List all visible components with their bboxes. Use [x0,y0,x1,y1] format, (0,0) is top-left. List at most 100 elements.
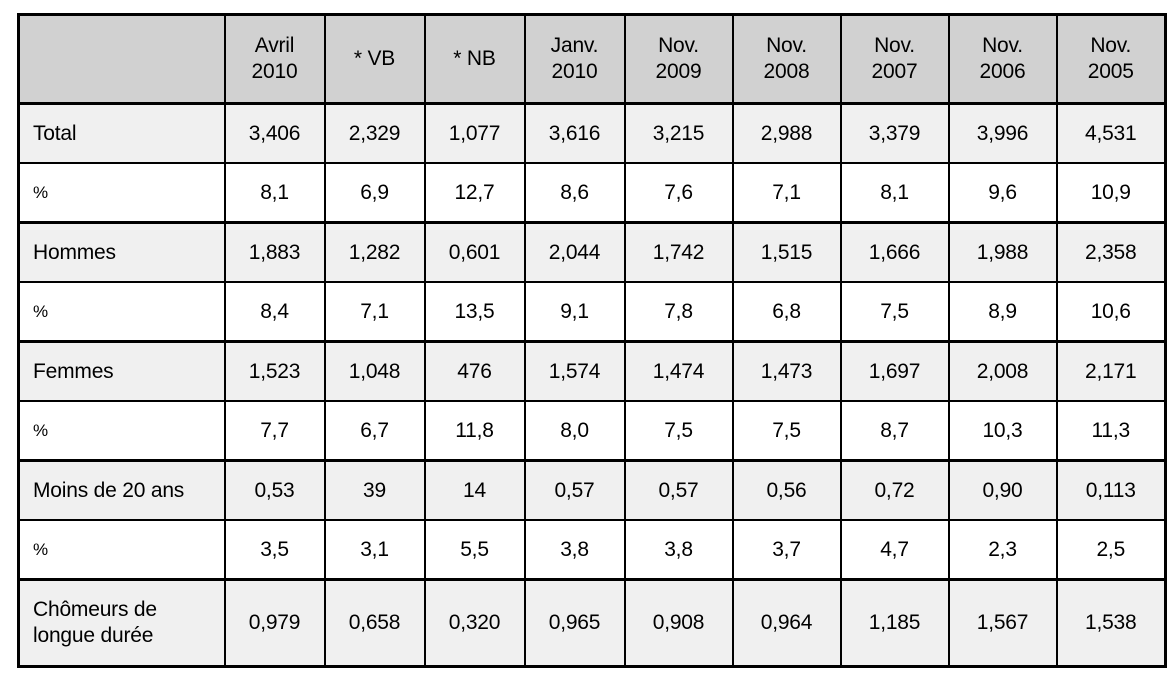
row-label-cell: Chômeurs de longue durée [17,578,226,668]
column-header-cell: Nov. 2006 [947,13,1058,105]
data-cell: 0,57 [523,459,626,521]
column-header-cell: Nov. 2005 [1055,13,1167,105]
column-header-cell: Avril 2010 [223,13,326,105]
data-cell: 3,5 [223,519,326,581]
data-cell: 12,7 [423,162,526,224]
data-cell: 3,996 [947,102,1058,164]
data-cell: 0,601 [423,221,526,283]
table-row: Hommes 1,883 1,282 0,601 2,044 1,742 1,515 1,66… [17,221,1167,283]
data-cell: 2,358 [1055,221,1167,283]
header-row: Avril 2010 * VB * NB Janv. 2010 Nov. 2009 Nov… [17,13,1167,105]
row-label-cell: % [17,281,226,343]
data-cell: 2,3 [947,519,1058,581]
data-cell: 8,0 [523,400,626,462]
column-header-cell: * VB [323,13,426,105]
data-cell: 0,53 [223,459,326,521]
data-cell: 10,9 [1055,162,1167,224]
data-cell: 6,9 [323,162,426,224]
table-row: Femmes 1,523 1,048 476 1,574 1,474 1,473 1,697 2… [17,340,1167,402]
data-cell: 3,8 [523,519,626,581]
data-cell: 3,616 [523,102,626,164]
data-cell: 1,077 [423,102,526,164]
data-cell: 1,185 [839,578,950,668]
data-cell: 2,329 [323,102,426,164]
row-label-cell: % [17,162,226,224]
data-cell: 1,048 [323,340,426,402]
data-cell: 1,574 [523,340,626,402]
data-cell: 7,8 [623,281,734,343]
data-cell: 3,7 [731,519,842,581]
data-cell: 0,908 [623,578,734,668]
data-cell: 1,282 [323,221,426,283]
table-row: Total 3,406 2,329 1,077 3,616 3,215 2,988 3,379… [17,102,1167,164]
data-cell: 1,666 [839,221,950,283]
data-cell: 7,7 [223,400,326,462]
data-cell: 0,965 [523,578,626,668]
row-label-cell: Femmes [17,340,226,402]
data-cell: 3,1 [323,519,426,581]
data-cell: 1,473 [731,340,842,402]
column-header-cell: Nov. 2009 [623,13,734,105]
data-cell: 0,979 [223,578,326,668]
corner-cell [17,13,226,105]
table-row: % 7,7 6,7 11,8 8,0 7,5 7,5 8,7 10,3 11,3 [17,400,1167,462]
data-cell: 2,044 [523,221,626,283]
data-cell: 4,531 [1055,102,1167,164]
data-cell: 11,3 [1055,400,1167,462]
table-row: % 8,4 7,1 13,5 9,1 7,8 6,8 7,5 8,9 10,6 [17,281,1167,343]
table-row: Moins de 20 ans 0,53 39 14 0,57 0,57 0,56 0,72 0… [17,459,1167,521]
column-header-cell: * NB [423,13,526,105]
data-cell: 8,1 [839,162,950,224]
data-cell: 11,8 [423,400,526,462]
data-cell: 8,9 [947,281,1058,343]
data-cell: 0,90 [947,459,1058,521]
data-cell: 9,6 [947,162,1058,224]
row-label-cell: Moins de 20 ans [17,459,226,521]
data-cell: 7,1 [731,162,842,224]
column-header-cell: Nov. 2007 [839,13,950,105]
table-row: Chômeurs de longue durée 0,979 0,658 0,320 0… [17,578,1167,668]
data-cell: 39 [323,459,426,521]
data-cell: 476 [423,340,526,402]
row-label-cell: % [17,400,226,462]
data-cell: 10,3 [947,400,1058,462]
data-cell: 1,523 [223,340,326,402]
data-cell: 8,7 [839,400,950,462]
data-cell: 7,5 [623,400,734,462]
data-cell: 2,171 [1055,340,1167,402]
data-cell: 7,5 [839,281,950,343]
data-cell: 6,8 [731,281,842,343]
data-cell: 6,7 [323,400,426,462]
data-cell: 7,6 [623,162,734,224]
data-cell: 8,1 [223,162,326,224]
data-cell: 2,988 [731,102,842,164]
data-cell: 0,56 [731,459,842,521]
data-cell: 9,1 [523,281,626,343]
data-cell: 1,538 [1055,578,1167,668]
data-cell: 3,406 [223,102,326,164]
data-cell: 1,883 [223,221,326,283]
table-body: Total 3,406 2,329 1,077 3,616 3,215 2,988 3,379… [17,102,1167,668]
data-cell: 2,008 [947,340,1058,402]
data-cell: 5,5 [423,519,526,581]
column-header-cell: Nov. 2008 [731,13,842,105]
data-cell: 13,5 [423,281,526,343]
data-cell: 3,215 [623,102,734,164]
table-row: % 3,5 3,1 5,5 3,8 3,8 3,7 4,7 2,3 2,5 [17,519,1167,581]
data-cell: 0,320 [423,578,526,668]
statistics-table: Avril 2010 * VB * NB Janv. 2010 Nov. 2009 Nov… [17,13,1167,668]
data-cell: 0,658 [323,578,426,668]
row-label-cell: Total [17,102,226,164]
data-cell: 0,113 [1055,459,1167,521]
data-cell: 3,8 [623,519,734,581]
data-cell: 0,57 [623,459,734,521]
data-cell: 1,697 [839,340,950,402]
data-cell: 7,5 [731,400,842,462]
data-cell: 8,4 [223,281,326,343]
column-header-cell: Janv. 2010 [523,13,626,105]
table-row: % 8,1 6,9 12,7 8,6 7,6 7,1 8,1 9,6 10,9 [17,162,1167,224]
data-cell: 8,6 [523,162,626,224]
data-cell: 2,5 [1055,519,1167,581]
data-cell: 4,7 [839,519,950,581]
